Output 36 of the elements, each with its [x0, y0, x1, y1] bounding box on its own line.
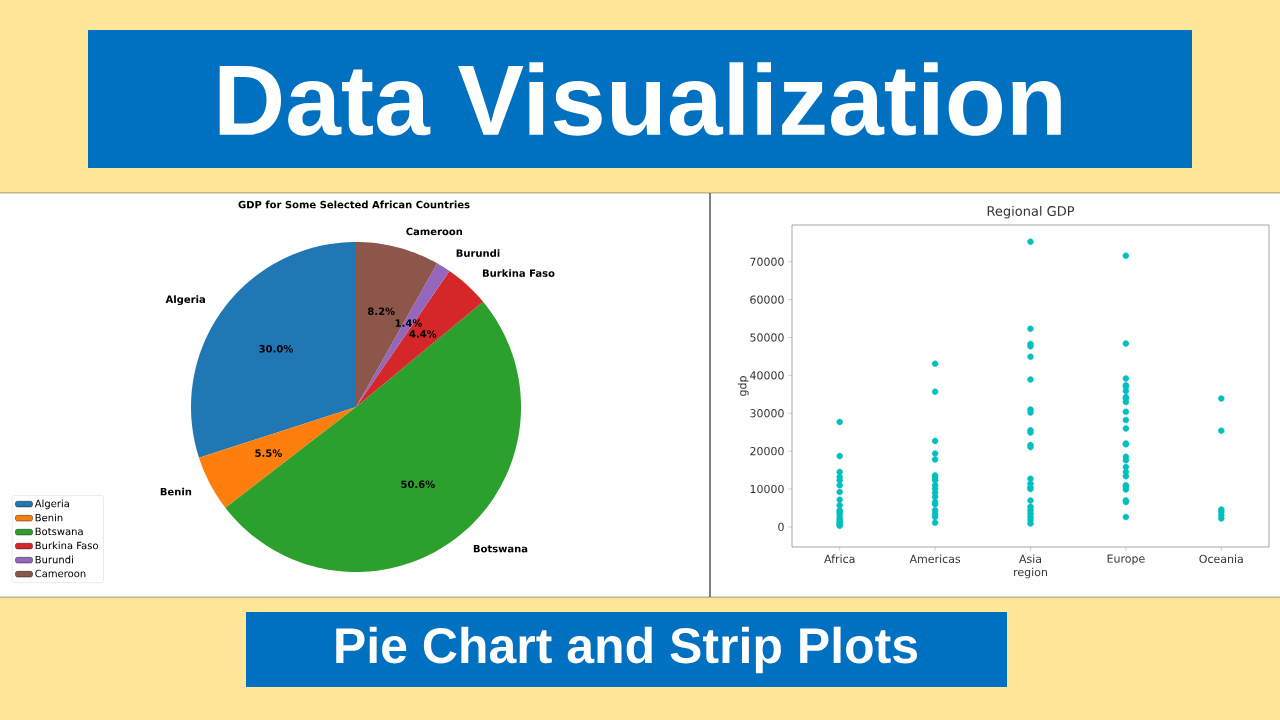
- legend-label: Burkina Faso: [35, 541, 98, 550]
- legend-label: Algeria: [34, 499, 69, 510]
- legend-label: Botswana: [35, 527, 83, 536]
- data-label: 8.2%: [367, 307, 395, 316]
- x-tick-label: Africa: [824, 554, 855, 564]
- y-tick-label: 60000: [750, 295, 784, 304]
- slice-label: Burundi: [456, 249, 500, 257]
- data-label: 50.6%: [401, 480, 435, 489]
- y-tick-label: 70000: [750, 257, 784, 266]
- x-tick-label: Oceania: [1199, 554, 1243, 564]
- slice-label: Cameroon: [406, 227, 463, 236]
- text: Pie Chart and Strip Plots: [336, 626, 918, 674]
- legend-label: Burundi: [35, 555, 73, 564]
- legend-label: Cameroon: [35, 569, 86, 578]
- y-tick-label: 20000: [750, 447, 784, 456]
- y-axis-title: gdp: [737, 376, 749, 396]
- text: Data Visualization: [219, 62, 1061, 136]
- x-axis-title: region: [1014, 567, 1047, 579]
- data-label: 30.0%: [259, 344, 294, 353]
- legend-label: Benin: [35, 513, 63, 522]
- y-tick-label: 40000: [750, 371, 784, 380]
- y-tick-label: 0: [778, 522, 784, 532]
- y-tick-label: 10000: [750, 484, 784, 494]
- data-label: 4.4%: [409, 330, 437, 338]
- slice-label: Algeria: [165, 295, 205, 306]
- slice-label: Burkina Faso: [482, 269, 555, 277]
- x-tick-label: Europe: [1107, 554, 1145, 565]
- slice-label: Botswana: [473, 544, 528, 553]
- data-label: 5.5%: [255, 449, 282, 457]
- y-tick-label: 30000: [750, 409, 784, 418]
- chart-title: Regional GDP: [987, 205, 1075, 219]
- x-tick-label: Americas: [909, 554, 961, 564]
- y-tick-label: 50000: [750, 333, 784, 342]
- slice-label: Benin: [160, 487, 192, 496]
- chart-title: GDP for Some Selected African Countries: [238, 200, 470, 209]
- x-tick-label: Asia: [1019, 554, 1042, 564]
